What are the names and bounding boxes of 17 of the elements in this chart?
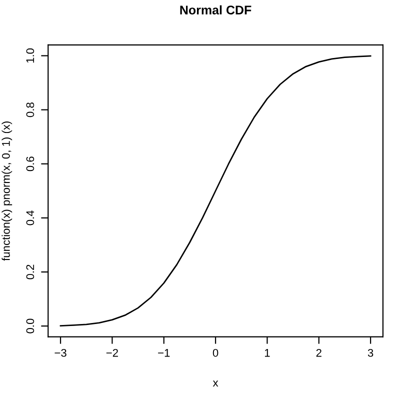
y-tick-label: 0.4 [26, 210, 34, 226]
x-tick-label: 0 [212, 348, 218, 357]
y-tick-label: 0.2 [26, 264, 34, 280]
x-tick-label: 2 [316, 348, 322, 357]
x-axis-title: x [212, 380, 218, 386]
y-tick-label: 0.6 [26, 156, 34, 172]
x-tick-label: −3 [54, 348, 66, 357]
chart-title: Normal CDF [180, 5, 252, 14]
y-tick-label: 0.0 [26, 318, 34, 334]
x-tick-label: −1 [158, 349, 170, 357]
x-tick-label: −2 [106, 348, 118, 357]
x-tick-label: 1 [264, 349, 270, 357]
y-axis-title: function(x) pnorm(x, 0, 1) (x) [2, 121, 12, 261]
y-tick-label: 0.8 [26, 102, 34, 118]
line-series [60, 55, 372, 326]
x-tick-label: 3 [368, 348, 374, 357]
y-tick-label: 1.0 [26, 48, 34, 63]
